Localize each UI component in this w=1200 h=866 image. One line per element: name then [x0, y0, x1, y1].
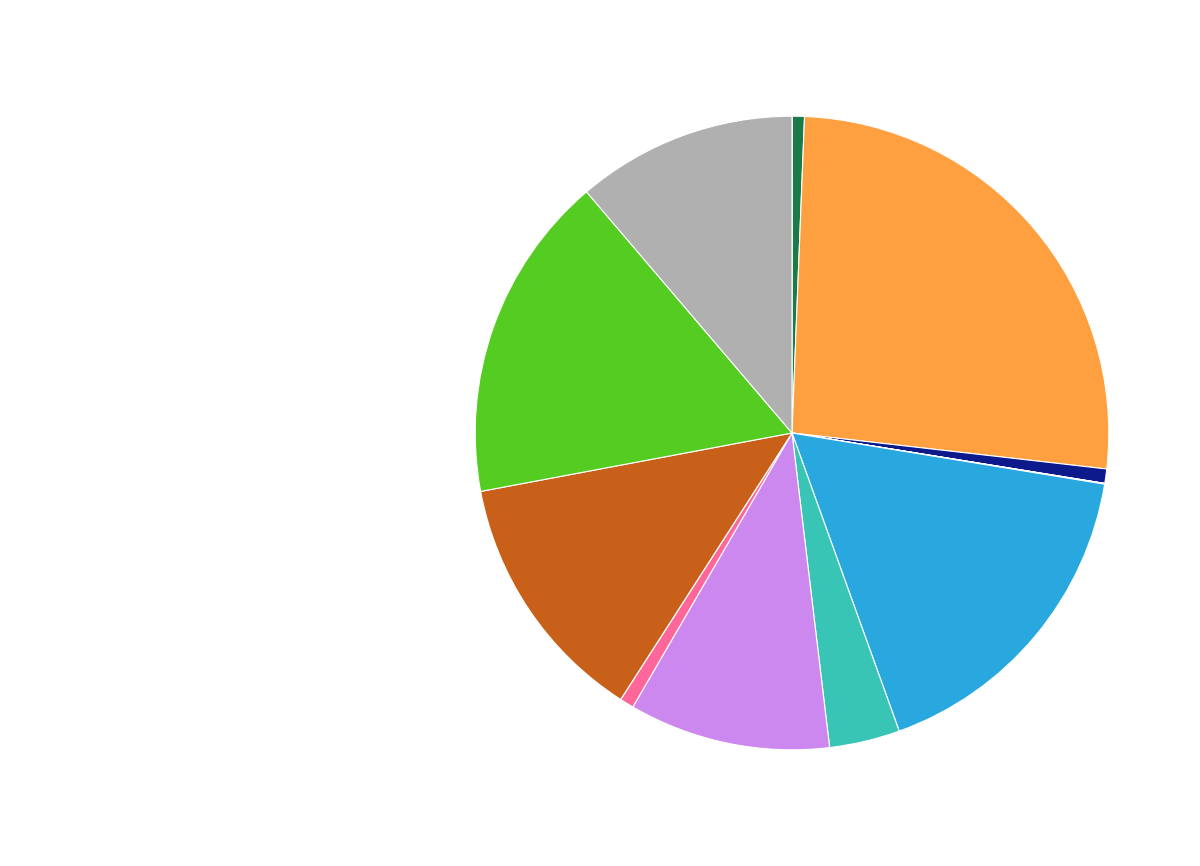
Wedge shape	[792, 433, 1105, 731]
Wedge shape	[481, 433, 792, 700]
Wedge shape	[792, 433, 899, 747]
Wedge shape	[792, 433, 1106, 483]
Wedge shape	[620, 433, 792, 700]
Wedge shape	[792, 116, 804, 433]
Wedge shape	[792, 433, 1105, 484]
Wedge shape	[632, 433, 829, 750]
Wedge shape	[587, 116, 792, 433]
Wedge shape	[792, 433, 1105, 483]
Wedge shape	[620, 433, 792, 707]
Wedge shape	[475, 192, 792, 491]
Wedge shape	[792, 116, 1109, 469]
